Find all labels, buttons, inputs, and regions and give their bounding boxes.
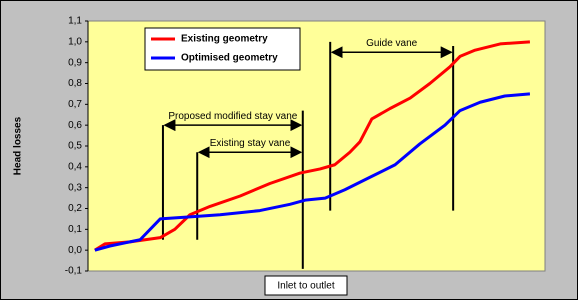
x-axis-label: Inlet to outlet (277, 281, 334, 292)
y-tick-label: 0,8 (68, 78, 82, 89)
data-line (94, 40, 531, 252)
y-tick-label: 0,5 (68, 141, 82, 152)
y-tick-label: 0,2 (68, 203, 82, 214)
annotation-label: Existing stay vane (210, 138, 291, 149)
y-tick-label: 0,0 (68, 245, 82, 256)
y-tick-label: 0,4 (68, 161, 82, 172)
annotation-label: Guide vane (366, 38, 418, 49)
y-tick-label: 0,6 (68, 120, 82, 131)
legend-box (144, 27, 301, 71)
legend-label: Existing geometry (181, 34, 268, 45)
y-tick-label: 1,0 (68, 36, 82, 47)
y-tick-label: 1,1 (68, 16, 82, 27)
y-tick-label: 0,9 (68, 57, 82, 68)
y-axis-label: Head losses (13, 116, 24, 175)
y-tick-label: 0,1 (68, 224, 82, 235)
annotation-label: Proposed modified stay vane (168, 111, 297, 122)
data-line (94, 92, 531, 252)
y-tick-label: 0,3 (68, 182, 82, 193)
legend-label: Optimised geometry (181, 53, 278, 64)
y-tick-label: -0,1 (65, 266, 83, 277)
y-tick-label: 0,7 (68, 99, 82, 110)
x-label-box (264, 275, 348, 296)
